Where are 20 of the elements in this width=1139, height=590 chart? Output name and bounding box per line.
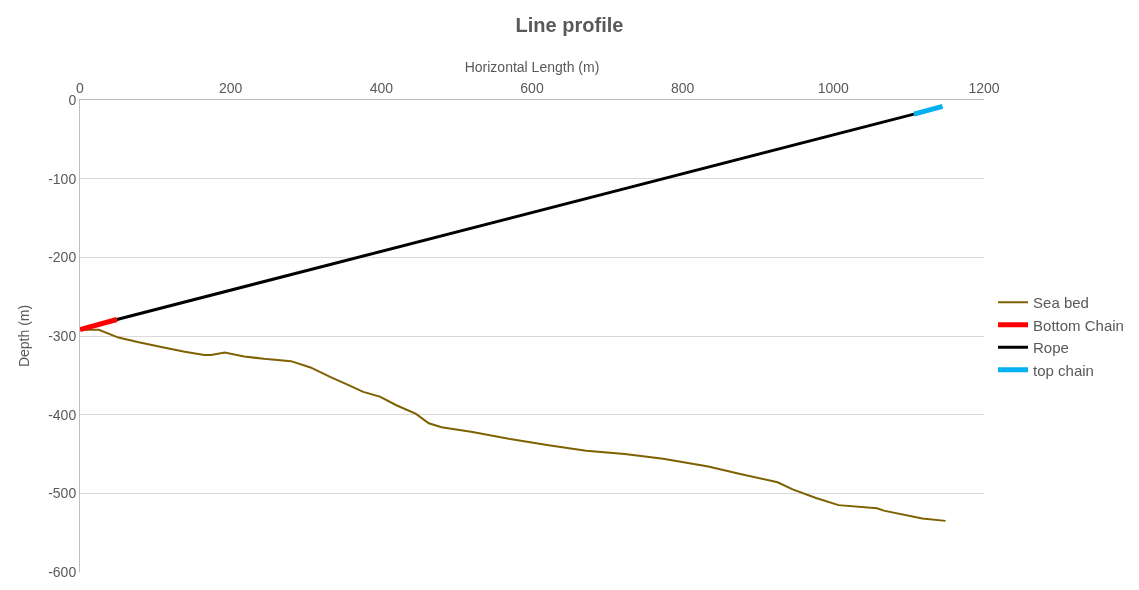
chart-title: Line profile bbox=[515, 13, 624, 36]
legend-label: Rope bbox=[1033, 339, 1069, 357]
y-tick-label: -300 bbox=[48, 327, 77, 344]
x-tick-label: 1000 bbox=[817, 80, 850, 97]
y-tick-label: -200 bbox=[48, 249, 77, 266]
x-tick-label: 600 bbox=[520, 80, 544, 97]
legend-label: Bottom Chain bbox=[1033, 316, 1124, 334]
x-tick-label: 200 bbox=[218, 80, 243, 97]
x-tick-label: 400 bbox=[369, 80, 394, 97]
y-tick-label: -400 bbox=[48, 406, 77, 423]
legend-label: top chain bbox=[1033, 361, 1094, 379]
y-tick-label: 0 bbox=[68, 91, 77, 108]
x-axis-title: Horizontal Length (m) bbox=[464, 59, 600, 75]
x-tick-label: 1200 bbox=[968, 80, 1000, 97]
legend-label: Sea bed bbox=[1033, 294, 1089, 312]
y-tick-label: -100 bbox=[48, 170, 77, 187]
y-tick-label: -500 bbox=[48, 485, 77, 502]
y-axis-title: Depth (m) bbox=[15, 304, 32, 368]
y-tick-label: -600 bbox=[48, 563, 77, 580]
x-tick-label: 800 bbox=[670, 80, 695, 97]
